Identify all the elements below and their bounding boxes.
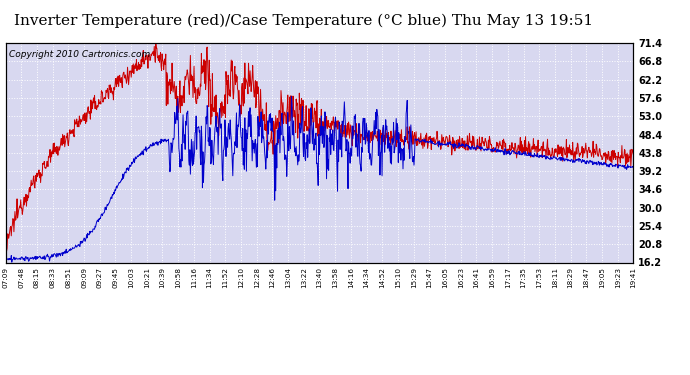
Text: Copyright 2010 Cartronics.com: Copyright 2010 Cartronics.com — [9, 50, 150, 59]
Text: Inverter Temperature (red)/Case Temperature (°C blue) Thu May 13 19:51: Inverter Temperature (red)/Case Temperat… — [14, 13, 593, 27]
